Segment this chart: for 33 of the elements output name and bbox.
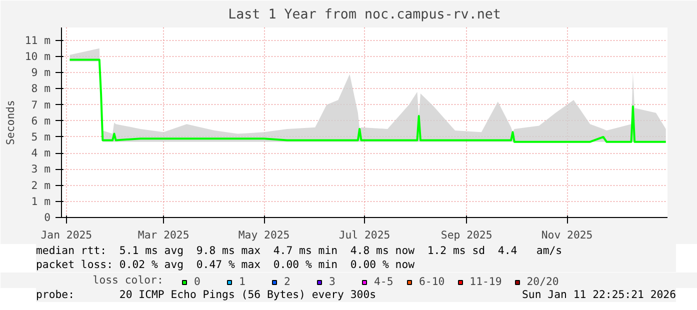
x-tick-label: Jul 2025 bbox=[338, 228, 390, 242]
legend-label: 2 bbox=[284, 275, 292, 288]
y-axis-title: Seconds bbox=[4, 100, 17, 145]
text: median rtt: 5.1 ms avg 9.8 ms max 4.7 ms min 4.8 ms now 1.2 ms sd 4.4 am/s bbox=[36, 244, 562, 258]
y-tick-label: 5 m bbox=[31, 130, 51, 144]
y-tick-label: 2 m bbox=[31, 178, 51, 192]
y-tick-label: 0 bbox=[44, 211, 51, 224]
legend-label: 6-10 bbox=[419, 275, 445, 288]
legend-label: 3 bbox=[329, 275, 336, 288]
legend-label: 0 bbox=[194, 275, 202, 288]
legend-label: 1 bbox=[239, 275, 246, 288]
y-tick-label: 10 m bbox=[24, 50, 51, 63]
text: Sun Jan 11 22:25:21 2026 bbox=[522, 288, 676, 302]
x-tick-label: Mar 2025 bbox=[138, 228, 190, 242]
y-tick-label: 4 m bbox=[31, 146, 51, 160]
legend-label: 4-5 bbox=[374, 275, 394, 288]
y-tick-label: 9 m bbox=[31, 66, 51, 80]
y-tick-label: 11 m bbox=[24, 34, 51, 47]
chart-title: Last 1 Year from noc.campus-rv.net bbox=[228, 8, 501, 22]
x-tick-label: May 2025 bbox=[238, 228, 290, 242]
y-tick-label: 7 m bbox=[31, 98, 51, 112]
x-tick-label: Sep 2025 bbox=[440, 228, 492, 242]
y-tick-label: 6 m bbox=[31, 114, 51, 128]
legend-label: 20/20 bbox=[526, 275, 559, 288]
y-tick-label: 1 m bbox=[31, 194, 51, 208]
x-tick-label: Nov 2025 bbox=[541, 228, 593, 242]
legend-title: loss color: bbox=[92, 274, 164, 286]
y-tick-label: 3 m bbox=[31, 162, 51, 176]
text: packet loss: 0.02 % avg 0.47 % max 0.00 % min 0.00 % now bbox=[36, 258, 415, 272]
y-tick-label: 8 m bbox=[31, 82, 51, 96]
text: probe: 20 ICMP Echo Pings (56 Bytes) every 300s bbox=[36, 288, 376, 302]
legend-label: 11-19 bbox=[470, 275, 502, 288]
x-tick-label: Jan 2025 bbox=[40, 228, 92, 242]
